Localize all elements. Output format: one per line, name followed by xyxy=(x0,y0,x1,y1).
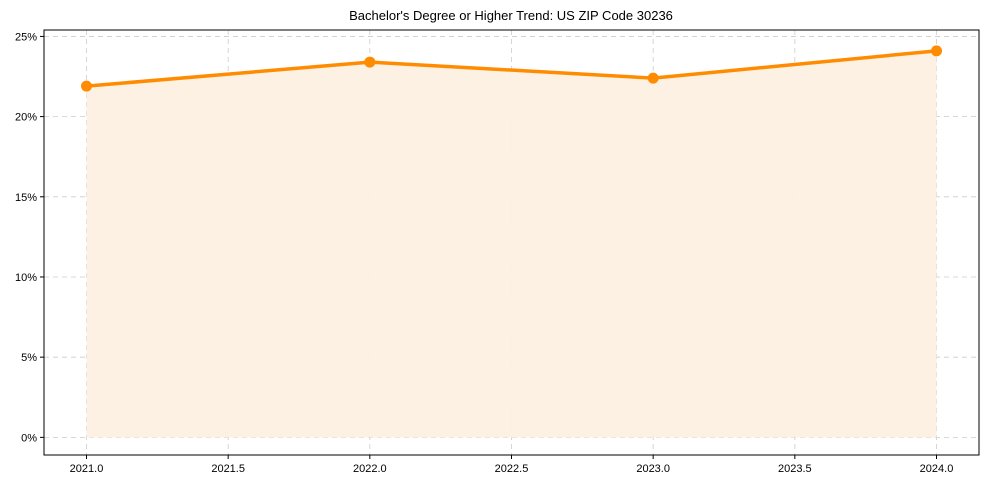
plot-frame xyxy=(43,29,980,456)
y-tick-label: 25% xyxy=(15,31,37,43)
area-fill xyxy=(86,50,937,438)
x-tick-label: 2023.0 xyxy=(636,463,670,475)
chart-title: Bachelor's Degree or Higher Trend: US ZI… xyxy=(349,8,673,23)
x-tick-label: 2021.0 xyxy=(70,463,104,475)
data-point xyxy=(647,72,659,84)
x-tick-label: 2022.5 xyxy=(495,463,529,475)
x-tick-label: 2024.0 xyxy=(920,463,954,475)
x-tick-label: 2022.0 xyxy=(353,463,387,475)
y-tick-label: 15% xyxy=(15,192,37,204)
y-tick-label: 20% xyxy=(15,112,37,124)
y-tick-label: 5% xyxy=(21,352,37,364)
y-tick-label: 10% xyxy=(15,272,37,284)
data-point xyxy=(81,80,92,92)
series-line xyxy=(86,49,937,88)
x-tick-label: 2021.5 xyxy=(211,463,245,475)
y-tick-label: 0% xyxy=(21,432,37,444)
x-tick-label: 2023.5 xyxy=(778,463,812,475)
data-point xyxy=(931,45,942,57)
data-point xyxy=(364,56,376,68)
